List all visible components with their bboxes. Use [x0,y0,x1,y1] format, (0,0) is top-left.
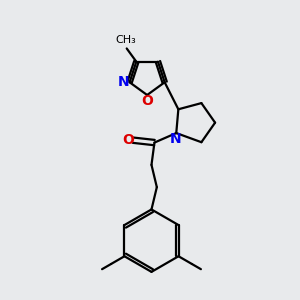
Text: N: N [170,132,182,146]
Text: N: N [117,75,129,89]
Text: O: O [141,94,153,108]
Text: CH₃: CH₃ [115,35,136,45]
Text: O: O [123,133,134,147]
